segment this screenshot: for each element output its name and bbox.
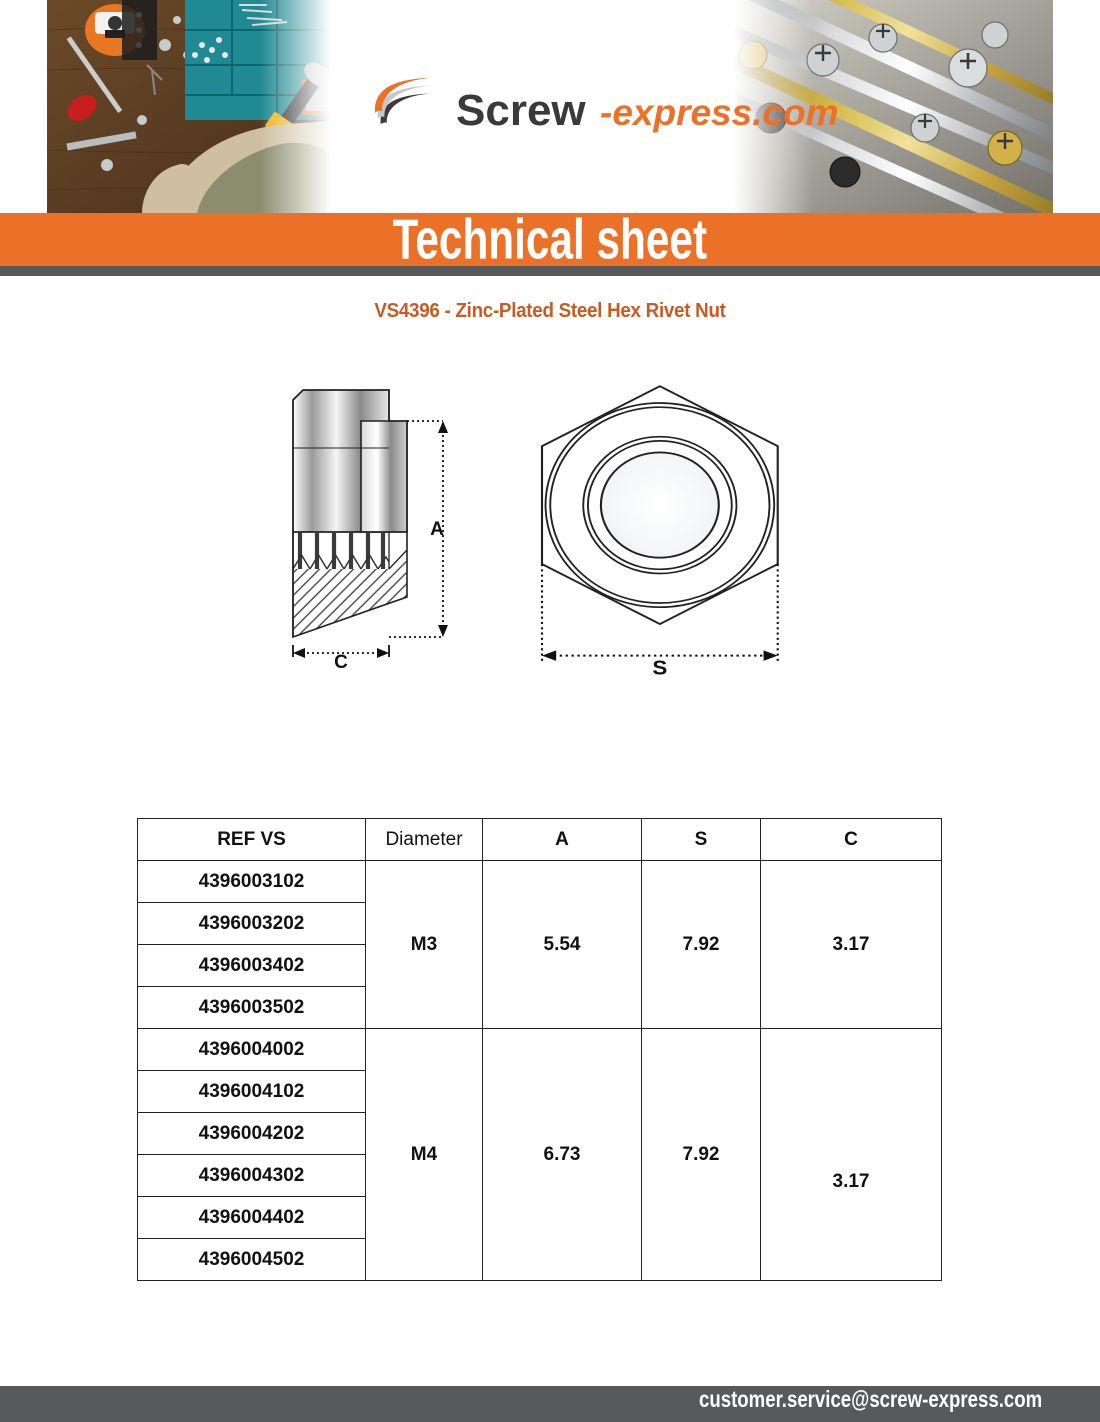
svg-text:Screw: Screw <box>456 86 586 135</box>
svg-text:A: A <box>430 519 444 540</box>
svg-text:S: S <box>652 658 667 680</box>
svg-text:C: C <box>334 652 348 670</box>
svg-text:-express.com: -express.com <box>600 92 839 133</box>
